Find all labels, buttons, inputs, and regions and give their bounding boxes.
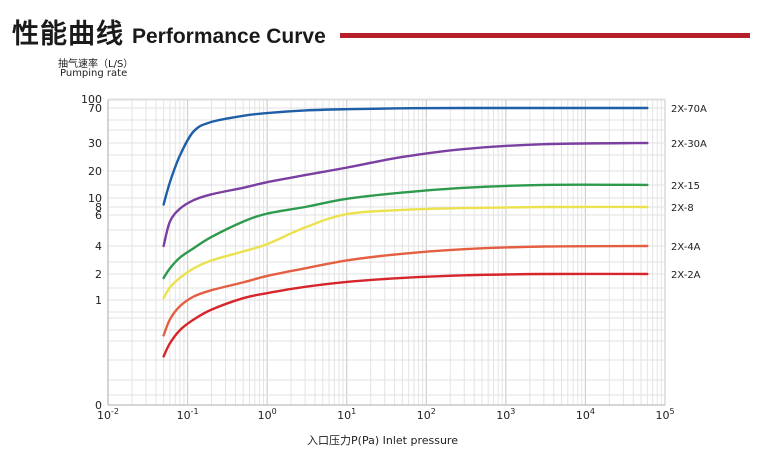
series-line-2x-2a <box>162 272 649 358</box>
y-tick-label: 20 <box>88 165 102 178</box>
y-axis-label-zh: 抽气速率（L/S） <box>58 59 134 70</box>
x-tick-label: 102 <box>417 407 436 422</box>
y-tick-label: 2 <box>95 268 102 281</box>
series-label: 2X-4A <box>671 242 701 253</box>
series-line-2x-8 <box>162 205 649 300</box>
series-label: 2X-70A <box>671 104 707 115</box>
chart-grid <box>107 98 666 406</box>
y-axis-label-en: Pumping rate <box>60 68 128 79</box>
series-line-2x-15 <box>162 183 649 280</box>
series-label: 2X-8 <box>671 203 694 214</box>
y-tick-label: 4 <box>95 240 102 253</box>
y-tick-label: 1 <box>95 294 102 307</box>
page-title-en: Performance Curve <box>132 25 326 48</box>
y-tick-label: 70 <box>88 102 102 115</box>
series-line-2x-4a <box>162 244 649 337</box>
x-tick-label: 101 <box>337 407 356 422</box>
x-tick-label: 100 <box>258 407 277 422</box>
page-title-zh: 性能曲线 <box>12 19 124 50</box>
x-tick-label: 10-2 <box>97 407 119 422</box>
series-label: 2X-30A <box>671 139 707 150</box>
series-label: 2X-15 <box>671 181 700 192</box>
title-accent-bar <box>340 33 750 38</box>
series-line-2x-30a <box>162 141 649 248</box>
series-line-2x-70a <box>162 106 649 206</box>
series-label: 2X-2A <box>671 270 701 281</box>
plot-area <box>107 99 666 406</box>
x-tick-label: 105 <box>655 407 674 422</box>
x-axis-label: 入口压力P(Pa) Inlet pressure <box>307 434 458 447</box>
y-tick-label: 8 <box>95 201 102 214</box>
x-tick-label: 103 <box>496 407 515 422</box>
y-tick-label: 10 <box>88 192 102 205</box>
chart-series <box>162 106 649 358</box>
y-tick-label: 0 <box>95 399 102 412</box>
x-tick-label: 10-1 <box>177 407 199 422</box>
y-tick-label: 100 <box>81 93 102 106</box>
x-tick-label: 104 <box>576 407 595 422</box>
chart-axes <box>107 100 665 406</box>
y-tick-label: 30 <box>88 137 102 150</box>
y-tick-label: 6 <box>95 209 102 222</box>
